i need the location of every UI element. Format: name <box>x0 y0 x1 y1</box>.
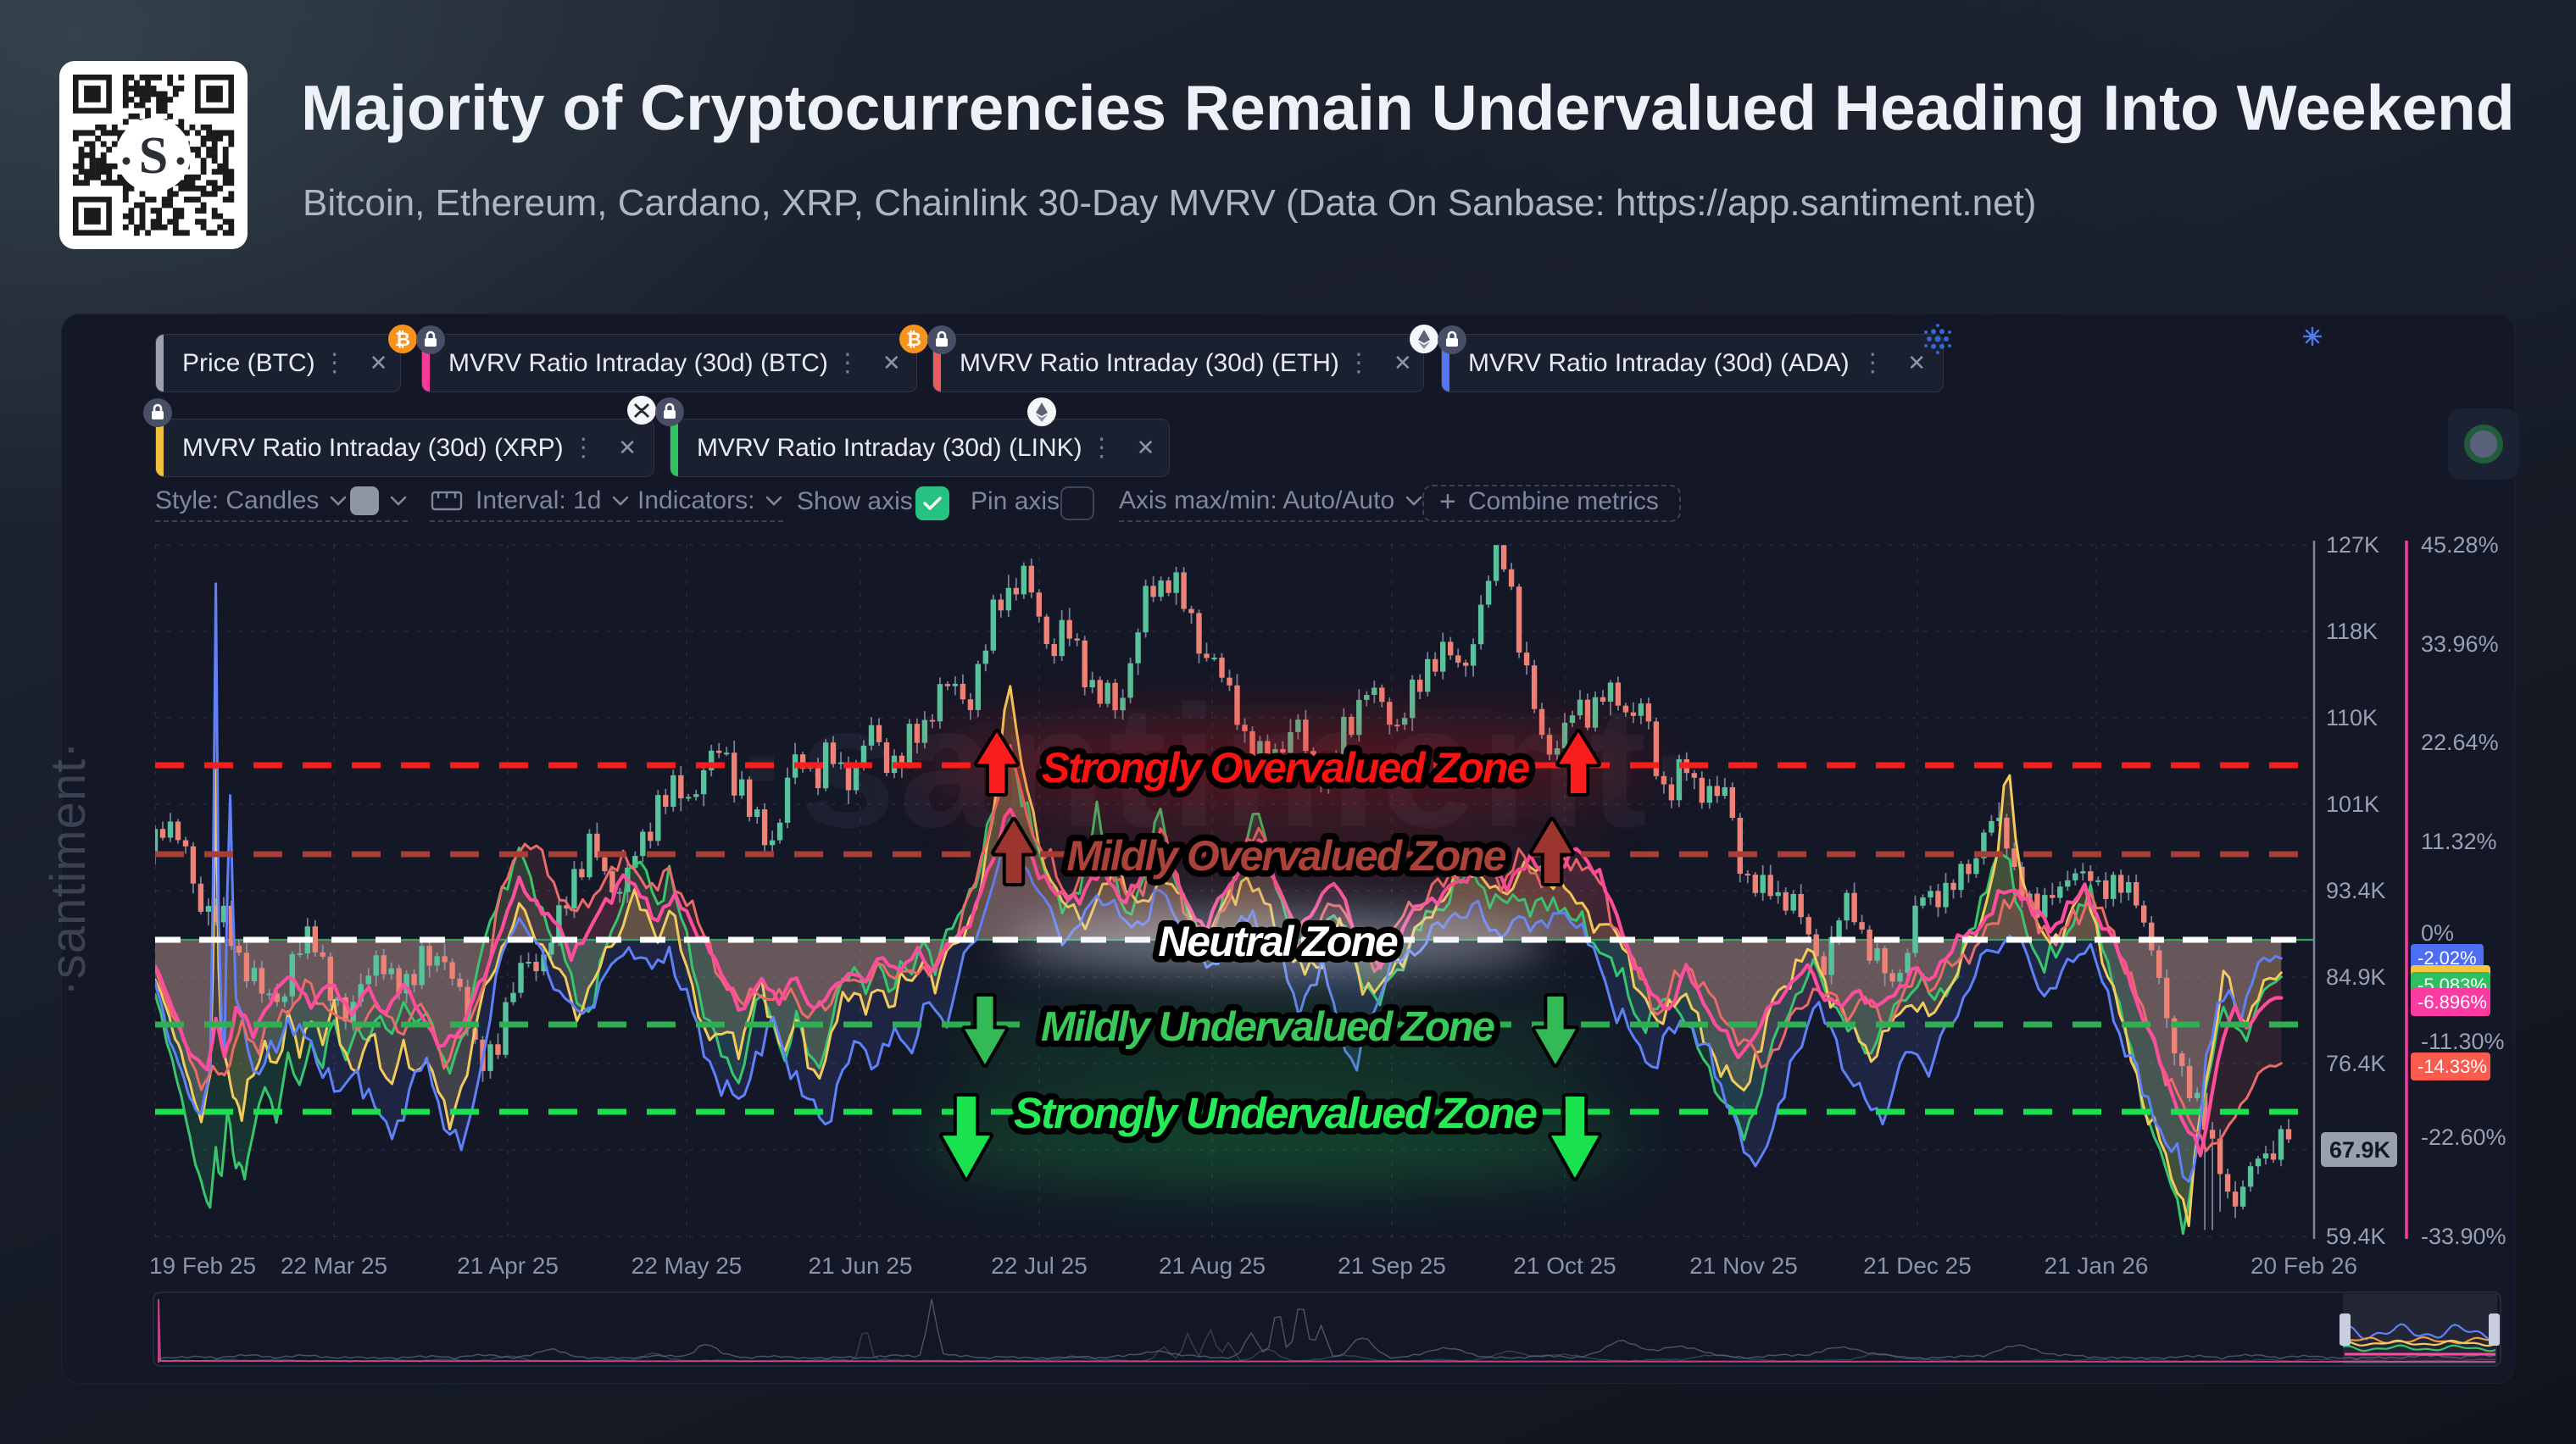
svg-text:21 Jun 25: 21 Jun 25 <box>809 1252 913 1279</box>
svg-text:19 Feb 25: 19 Feb 25 <box>149 1252 256 1279</box>
svg-text:76.4K: 76.4K <box>2326 1051 2386 1076</box>
svg-text:21 Oct 25: 21 Oct 25 <box>1513 1252 1616 1279</box>
svg-text:21 Jan 26: 21 Jan 26 <box>2045 1252 2149 1279</box>
svg-text:20 Feb 26: 20 Feb 26 <box>2251 1252 2357 1279</box>
svg-text:45.28%: 45.28% <box>2421 532 2499 558</box>
svg-text:-33.90%: -33.90% <box>2421 1224 2506 1249</box>
svg-text:21 Apr 25: 21 Apr 25 <box>457 1252 559 1279</box>
svg-text:22 Jul 25: 22 Jul 25 <box>991 1252 1088 1279</box>
svg-text:22.64%: 22.64% <box>2421 730 2499 755</box>
svg-text:127K: 127K <box>2326 532 2379 558</box>
svg-text:-2.02%: -2.02% <box>2417 947 2477 969</box>
svg-text:Strongly Undervalued Zone: Strongly Undervalued Zone <box>1014 1089 1537 1137</box>
svg-text:0%: 0% <box>2421 920 2454 946</box>
svg-text:Strongly Overvalued Zone: Strongly Overvalued Zone <box>1042 744 1530 791</box>
svg-text:·santiment·: ·santiment· <box>41 741 96 996</box>
svg-text:S: S <box>139 127 168 185</box>
svg-text:110K: 110K <box>2326 705 2378 730</box>
svg-text:21 Nov 25: 21 Nov 25 <box>1689 1252 1798 1279</box>
svg-text:21 Aug 25: 21 Aug 25 <box>1159 1252 1266 1279</box>
svg-text:Mildly Undervalued Zone: Mildly Undervalued Zone <box>1041 1004 1494 1050</box>
svg-text:84.9K: 84.9K <box>2326 964 2386 990</box>
svg-text:-6.896%: -6.896% <box>2417 991 2487 1013</box>
svg-text:67.9K: 67.9K <box>2329 1137 2391 1163</box>
svg-text:Mildly Overvalued Zone: Mildly Overvalued Zone <box>1066 832 1505 880</box>
svg-text:21 Dec 25: 21 Dec 25 <box>1863 1252 1972 1279</box>
svg-text:21 Sep 25: 21 Sep 25 <box>1338 1252 1446 1279</box>
svg-text:-14.33%: -14.33% <box>2417 1056 2487 1077</box>
svg-text:22 May 25: 22 May 25 <box>631 1252 743 1279</box>
svg-text:59.4K: 59.4K <box>2326 1224 2386 1249</box>
svg-text:11.32%: 11.32% <box>2421 829 2497 854</box>
svg-text:Neutral Zone: Neutral Zone <box>1158 918 1398 965</box>
svg-text:101K: 101K <box>2326 791 2379 817</box>
svg-text:93.4K: 93.4K <box>2326 878 2386 903</box>
svg-text:118K: 118K <box>2326 619 2378 644</box>
svg-text:-11.30%: -11.30% <box>2421 1029 2505 1054</box>
svg-text:-22.60%: -22.60% <box>2421 1125 2506 1150</box>
svg-text:22 Mar 25: 22 Mar 25 <box>281 1252 387 1279</box>
svg-text:33.96%: 33.96% <box>2421 631 2499 657</box>
